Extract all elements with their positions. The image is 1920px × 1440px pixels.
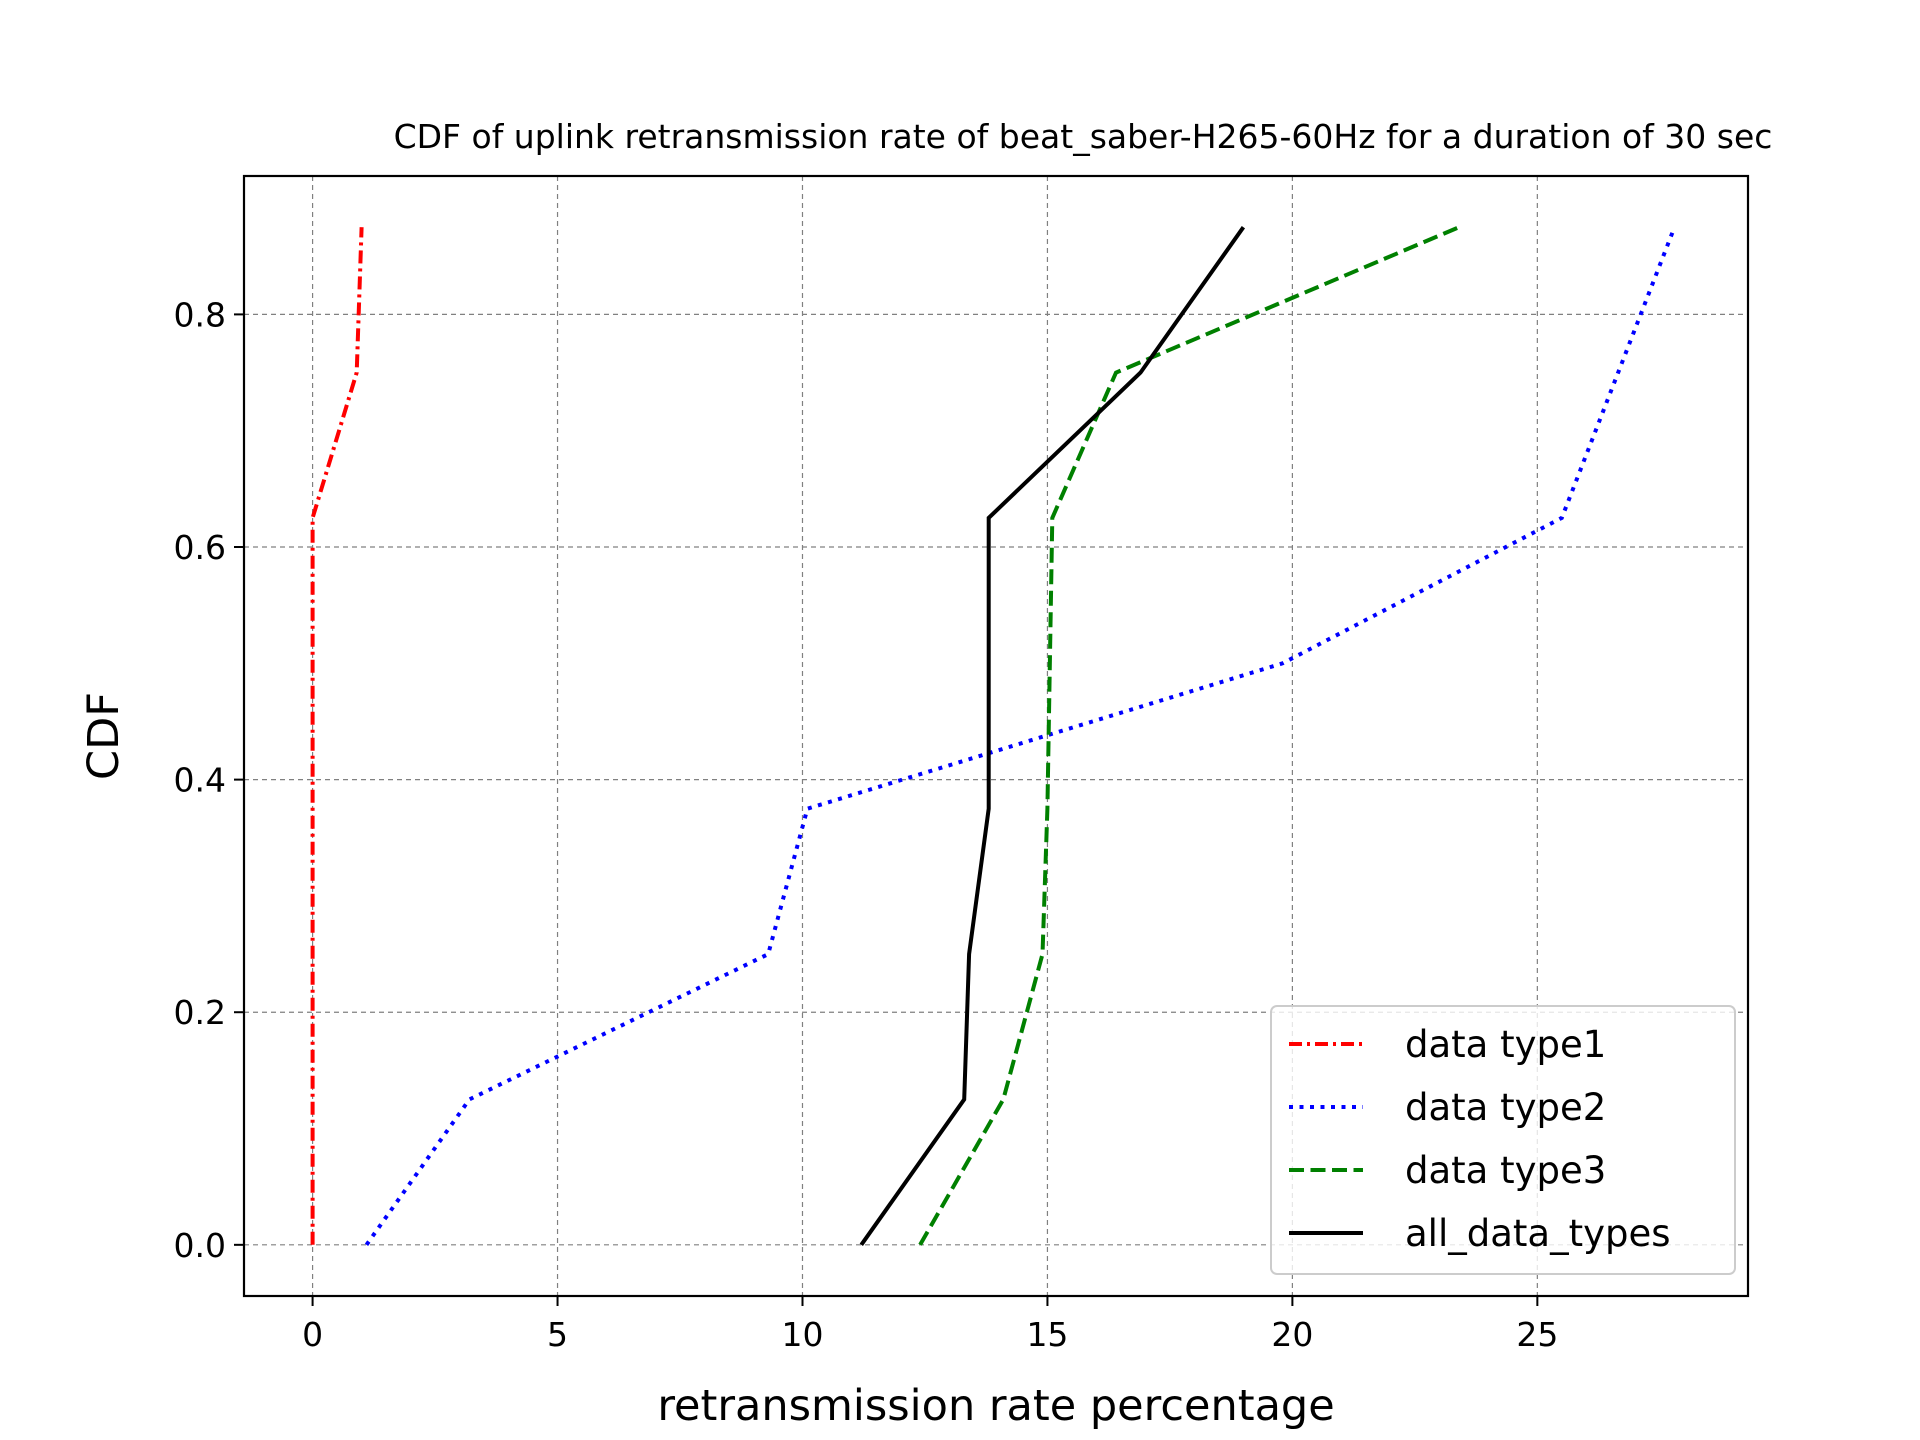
series-data-type3 [918,225,1460,1246]
y-tick-label: 0.0 [174,1226,226,1265]
y-tick-label: 0.6 [174,528,226,567]
legend-label: data type3 [1405,1149,1606,1192]
series-all-data-types [859,226,1246,1246]
y-tick-label: 0.2 [174,993,226,1032]
x-tick-label: 25 [1516,1315,1558,1354]
x-tick-label: 0 [302,1315,323,1354]
y-tick-label: 0.8 [174,295,226,334]
legend: data type1 data type2 data type3 all_data_t… [1270,1005,1736,1275]
y-axis-ticks: 0.0 0.2 0.4 0.6 0.8 [174,295,244,1265]
series-data-type1 [310,227,364,1245]
x-tick-label: 20 [1271,1315,1313,1354]
legend-label: all_data_types [1405,1212,1671,1255]
plot-frame [242,174,1750,1298]
series-lines [310,225,1677,1246]
x-tick-label: 5 [547,1315,568,1354]
x-tick-label: 15 [1026,1315,1068,1354]
legend-box [1270,1005,1736,1275]
y-axis-label: CDF [79,692,129,780]
legend-label: data type2 [1405,1086,1606,1129]
legend-label: data type1 [1405,1023,1606,1066]
series-data-type2 [364,226,1677,1246]
x-axis-ticks: 0 5 10 15 20 25 [302,1296,1558,1354]
chart-title: CDF of uplink retransmission rate of bea… [394,117,1773,156]
x-tick-label: 10 [781,1315,823,1354]
x-axis-label: retransmission rate percentage [657,1381,1334,1431]
y-tick-label: 0.4 [174,761,226,800]
